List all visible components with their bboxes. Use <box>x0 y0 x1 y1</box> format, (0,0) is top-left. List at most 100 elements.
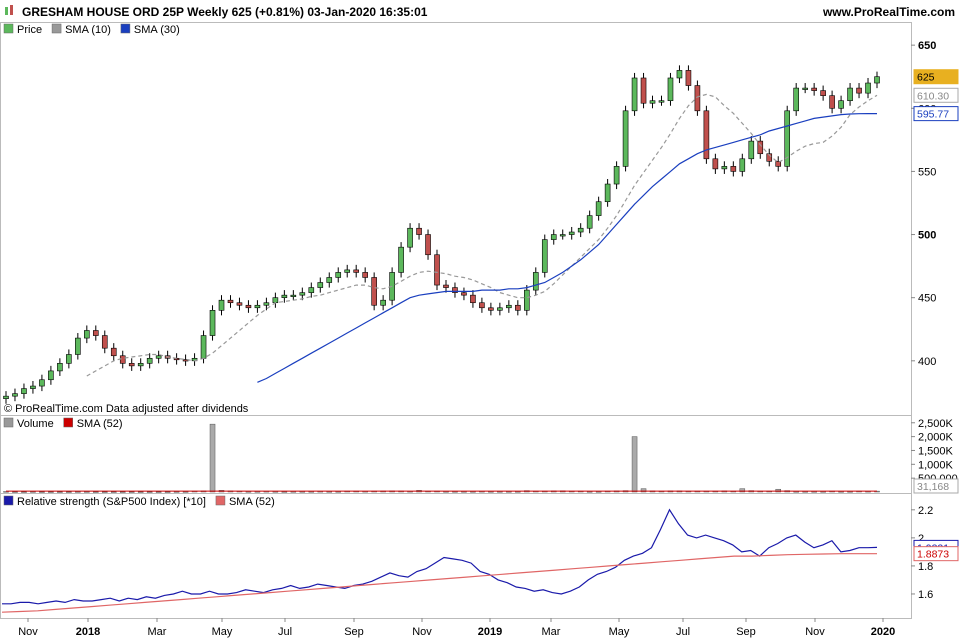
rs-legend: Relative strength (S&P500 Index) [*10] SM… <box>3 495 275 508</box>
price-candle <box>12 393 18 397</box>
price-panel[interactable] <box>0 22 912 416</box>
x-tick-label: Nov <box>412 626 432 638</box>
price-candle <box>128 363 135 367</box>
price-candle <box>532 272 539 291</box>
volume-bar <box>57 491 63 493</box>
volume-bar <box>164 491 171 493</box>
price-candle <box>425 234 431 256</box>
volume-bar <box>111 491 117 493</box>
rs-y-tick-label: 2.2 <box>918 505 933 517</box>
x-axis: Nov 2018 Mar May Jul Sep Nov 2019 Mar May Jul Sep No… <box>18 618 895 638</box>
chart-menu-icon[interactable] <box>5 5 13 15</box>
price-candle <box>559 234 566 237</box>
volume-bar <box>209 423 216 493</box>
price-candle <box>84 330 90 339</box>
price-candle <box>245 304 252 309</box>
x-tick-label: May <box>212 626 233 638</box>
price-candle <box>21 388 27 394</box>
copyright-footer: © ProRealTime.com Data adjusted after di… <box>4 403 249 415</box>
price-candle <box>101 335 108 349</box>
volume-bar <box>30 491 36 493</box>
volume-bar <box>173 491 180 493</box>
x-tick-label: Jul <box>676 626 690 638</box>
sma10-badge-bg <box>913 87 959 103</box>
legend-label: SMA (52) <box>229 496 275 508</box>
legend-label: SMA (30) <box>134 24 180 36</box>
price-candle <box>443 284 449 288</box>
volume-bar <box>146 491 153 493</box>
x-tick-label: 2018 <box>76 626 100 638</box>
price-candle <box>281 294 288 298</box>
price-candle <box>847 87 853 102</box>
volume-badge-bg <box>913 478 959 494</box>
price-candle <box>48 370 54 381</box>
rs-panel[interactable] <box>0 493 912 619</box>
volume-bar <box>21 491 27 493</box>
price-candle <box>470 294 476 304</box>
price-candle <box>515 304 521 311</box>
legend-swatch <box>63 417 73 428</box>
legend-label: SMA (10) <box>65 24 111 36</box>
volume-bar <box>640 488 647 493</box>
x-tick-label: May <box>609 626 630 638</box>
price-candle <box>748 140 755 160</box>
legend-label: Price <box>17 24 42 36</box>
price-candle <box>200 335 207 359</box>
price-candle <box>272 297 279 304</box>
sma30-badge-bg <box>913 106 959 122</box>
price-candle <box>479 302 485 309</box>
price-candle <box>290 294 297 297</box>
legend-swatch <box>3 23 14 34</box>
price-candle <box>119 355 126 364</box>
price-candle <box>613 166 620 185</box>
legend-swatch <box>51 23 62 34</box>
price-candle <box>434 254 440 286</box>
rs-sma-line <box>1 553 877 613</box>
price-candle <box>263 302 270 306</box>
price-candle <box>416 227 422 235</box>
price-candle <box>577 227 584 233</box>
legend-swatch <box>3 495 14 506</box>
price-candle <box>146 357 153 364</box>
price-candle <box>371 277 377 306</box>
volume-bar <box>739 488 746 493</box>
site-link[interactable]: www.ProRealTime.com <box>822 5 955 19</box>
price-candle <box>227 299 234 304</box>
price-candle <box>344 269 351 273</box>
x-tick-label: 2019 <box>478 626 502 638</box>
legend-label: Volume <box>17 418 54 430</box>
price-candle <box>541 239 548 273</box>
price-candle <box>506 304 512 309</box>
volume-bar <box>155 491 162 493</box>
legend-swatch <box>120 23 131 34</box>
price-candle <box>92 330 99 336</box>
price-candle <box>631 77 638 112</box>
rs-y-tick-label: 2 <box>918 533 924 545</box>
price-y-tick-label: 550 <box>918 166 936 178</box>
price-candle <box>703 110 710 160</box>
rs-sma-badge-bg <box>913 546 959 562</box>
price-candle <box>39 379 45 387</box>
price-candle <box>793 87 799 112</box>
price-candle <box>308 287 315 293</box>
price-candle <box>110 347 117 357</box>
volume-badge: 31,168 <box>917 481 949 493</box>
price-badge: 625 <box>917 72 935 84</box>
price-candle <box>326 277 333 283</box>
price-y-tick-label: 450 <box>918 293 936 305</box>
price-candle <box>775 161 782 167</box>
volume-bar <box>128 491 135 493</box>
legend-label: SMA (52) <box>77 418 123 430</box>
price-badge-bg <box>913 69 959 85</box>
price-candle <box>649 100 656 104</box>
price-candle <box>784 110 791 167</box>
volume-panel[interactable] <box>0 415 912 494</box>
legend-swatch <box>215 495 226 506</box>
price-candle <box>640 77 647 104</box>
volume-bar <box>631 436 638 493</box>
price-candle <box>407 227 413 248</box>
price-candle <box>335 272 342 278</box>
price-candle <box>757 140 764 155</box>
price-candle <box>137 363 144 367</box>
